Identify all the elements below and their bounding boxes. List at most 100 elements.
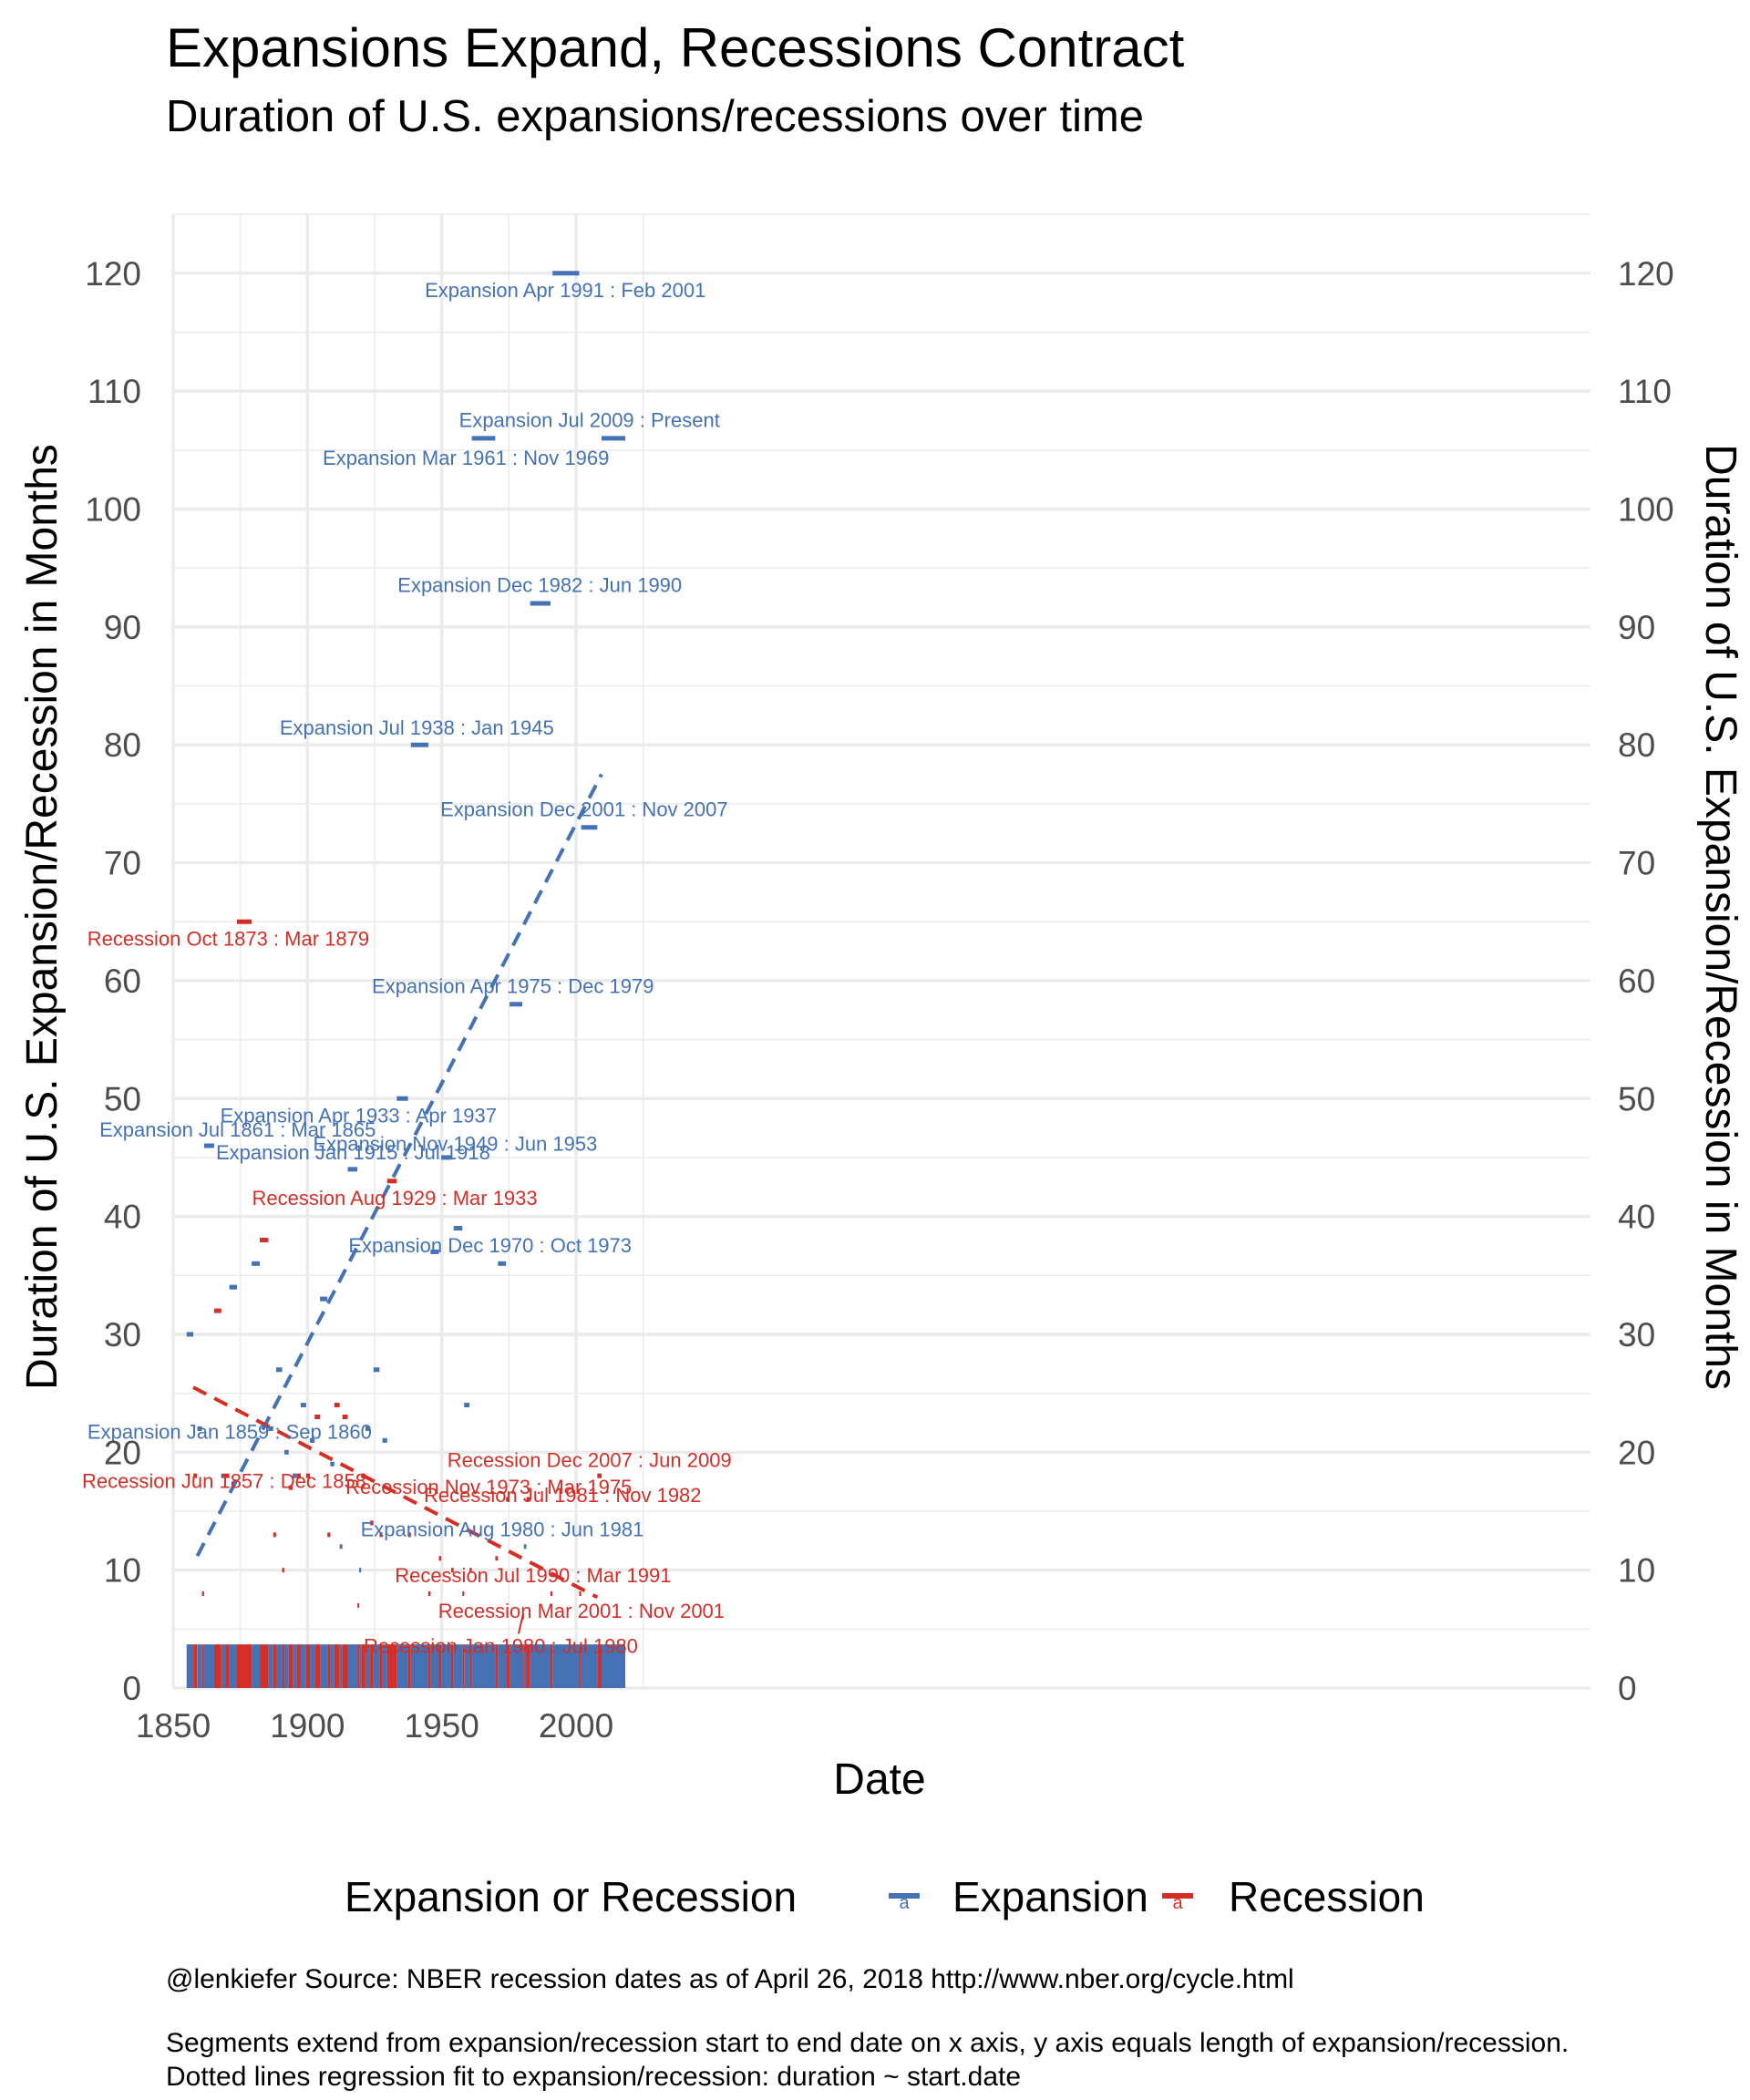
y-tick-label: 60 (104, 962, 141, 1000)
rug-recession-block (327, 1644, 331, 1688)
timeline-rug (186, 1644, 626, 1688)
expansion-annotation: Expansion Dec 1982 : Jun 1990 (397, 574, 682, 597)
annotation-leader-line (517, 1613, 524, 1634)
rug-expansion-block (268, 1644, 273, 1688)
rug-recession-block (213, 1644, 221, 1688)
rug-recession-block (296, 1644, 301, 1688)
recession-annotation: Recession Aug 1929 : Mar 1933 (252, 1187, 538, 1210)
rug-expansion-block (510, 1644, 523, 1688)
expansion-annotation: Expansion Dec 1970 : Oct 1973 (348, 1234, 632, 1257)
y-tick-label: 10 (104, 1552, 141, 1590)
rug-expansion-block (284, 1644, 289, 1688)
rug-recession-block (551, 1644, 553, 1688)
axis-ticks: 0 0 10 10 20 20 30 30 40 40 50 50 60 60 70 70 80 80 90 90 10… (85, 255, 1673, 1745)
rug-recession-block (193, 1644, 198, 1688)
rug-recession-block (334, 1644, 340, 1688)
legend-label-recession: Recession (1229, 1873, 1425, 1920)
recession-annotation: Recession Jun 1857 : Dec 1858 (82, 1470, 366, 1493)
x-tick-label: 1850 (136, 1707, 211, 1745)
legend: Expansion or Recession a Expansion a Rec… (345, 1873, 1425, 1920)
expansion-annotation: Expansion Nov 1949 : Jun 1953 (313, 1133, 597, 1156)
y-tick-label-right: 120 (1618, 255, 1674, 293)
y-tick-label-right: 90 (1618, 609, 1655, 646)
expansion-annotation: Expansion Jan 1859 : Sep 1860 (88, 1420, 372, 1443)
rug-expansion-block (382, 1644, 387, 1688)
y-tick-label-right: 20 (1618, 1434, 1655, 1471)
legend-title: Expansion or Recession (345, 1873, 797, 1920)
rug-expansion-block (252, 1644, 261, 1688)
rug-expansion-block (471, 1644, 496, 1688)
rug-recession-block (305, 1644, 311, 1688)
expansion-annotation: Expansion Mar 1961 : Nov 1969 (323, 447, 609, 469)
rug-recession-block (506, 1644, 510, 1688)
recession-annotation: Recession Mar 2001 : Nov 2001 (438, 1600, 725, 1622)
expansion-annotation: Expansion Apr 1975 : Dec 1979 (372, 974, 654, 997)
rug-expansion-block (523, 1644, 527, 1688)
caption-source: @lenkiefer Source: NBER recession dates … (166, 1964, 1294, 1994)
rug-expansion-block (359, 1644, 362, 1688)
rug-expansion-block (229, 1644, 237, 1688)
rug-recession-block (495, 1644, 499, 1688)
y-tick-label-right: 110 (1618, 373, 1672, 410)
rug-recession-block (526, 1644, 530, 1688)
rug-recession-block (357, 1644, 360, 1688)
rug-recession-block (370, 1644, 374, 1688)
chart-subtitle: Duration of U.S. expansions/recessions o… (166, 92, 1145, 141)
rug-recession-block (260, 1644, 269, 1688)
recession-trend-line (192, 1385, 599, 1600)
rug-recession-block (469, 1644, 472, 1688)
rug-recession-block (288, 1644, 293, 1688)
rug-recession-block (201, 1644, 204, 1688)
y-tick-label-right: 60 (1618, 962, 1655, 1000)
legend-label-expansion: Expansion (952, 1873, 1148, 1920)
rug-expansion-block (275, 1644, 283, 1688)
recession-annotation: Recession Jul 1981 : Nov 1982 (424, 1484, 702, 1507)
rug-expansion-block (293, 1644, 297, 1688)
grid-lines (171, 213, 1590, 1690)
expansion-annotation: Expansion Jul 1938 : Jan 1945 (280, 716, 554, 739)
rug-recession-block (342, 1644, 348, 1688)
rug-recession-block (407, 1644, 411, 1688)
rug-recession-block (314, 1644, 321, 1688)
y-tick-label-right: 0 (1618, 1670, 1637, 1707)
rug-expansion-block (410, 1644, 428, 1688)
y-tick-label-right: 50 (1618, 1080, 1655, 1117)
legend-key-glyph: a (899, 1893, 910, 1913)
expansion-annotation: Expansion Jul 2009 : Present (459, 408, 720, 431)
y-tick-label: 70 (104, 845, 141, 882)
rug-expansion-block (464, 1644, 470, 1688)
rug-expansion-block (221, 1644, 226, 1688)
rug-recession-block (450, 1644, 454, 1688)
y-tick-label-right: 40 (1618, 1199, 1655, 1236)
rug-recession-block (522, 1644, 524, 1688)
legend-key-expansion: a (889, 1893, 920, 1913)
legend-key-recession: a (1162, 1893, 1193, 1913)
chart-title: Expansions Expand, Recessions Contract (166, 17, 1185, 78)
rug-recession-block (427, 1644, 431, 1688)
rug-expansion-block (601, 1644, 626, 1688)
rug-expansion-block (498, 1644, 507, 1688)
y-tick-label: 80 (104, 726, 141, 764)
segment-annotations: Expansion Apr 1991 : Feb 2001 Expansion J… (82, 279, 732, 1658)
rug-recession-block (379, 1644, 383, 1688)
recession-annotation: Recession Dec 2007 : Jun 2009 (448, 1448, 732, 1471)
y-tick-label: 120 (85, 255, 141, 293)
expansion-annotation: Expansion Dec 2001 : Nov 2007 (440, 798, 728, 820)
rug-recession-block (225, 1644, 230, 1688)
rug-recession-block (579, 1644, 582, 1688)
chart-svg: Expansion Apr 1991 : Feb 2001 Expansion J… (18, 213, 1745, 1920)
rug-recession-block (282, 1644, 285, 1688)
recession-annotation: Recession Jan 1980 : Jul 1980 (364, 1635, 638, 1658)
rug-recession-block (386, 1644, 397, 1688)
rug-expansion-block (300, 1644, 306, 1688)
x-tick-label: 1900 (270, 1707, 345, 1745)
y-tick-label: 90 (104, 609, 141, 646)
rug-expansion-block (581, 1644, 598, 1688)
y-tick-label: 110 (88, 373, 141, 410)
rug-expansion-block (186, 1644, 194, 1688)
expansion-annotation: Expansion Apr 1991 : Feb 2001 (425, 279, 705, 302)
caption-note-2: Dotted lines regression fit to expansion… (166, 2062, 1022, 2092)
expansion-annotation: Expansion Aug 1980 : Jun 1981 (361, 1518, 644, 1541)
rug-expansion-block (310, 1644, 315, 1688)
y-tick-label: 40 (104, 1199, 141, 1236)
